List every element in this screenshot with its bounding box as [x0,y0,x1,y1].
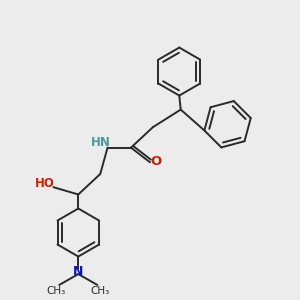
Text: O: O [151,155,162,168]
Text: CH₃: CH₃ [91,286,110,296]
Text: N: N [73,265,83,278]
Text: CH₃: CH₃ [47,286,66,296]
Text: HO: HO [35,177,55,190]
Text: HN: HN [91,136,111,149]
